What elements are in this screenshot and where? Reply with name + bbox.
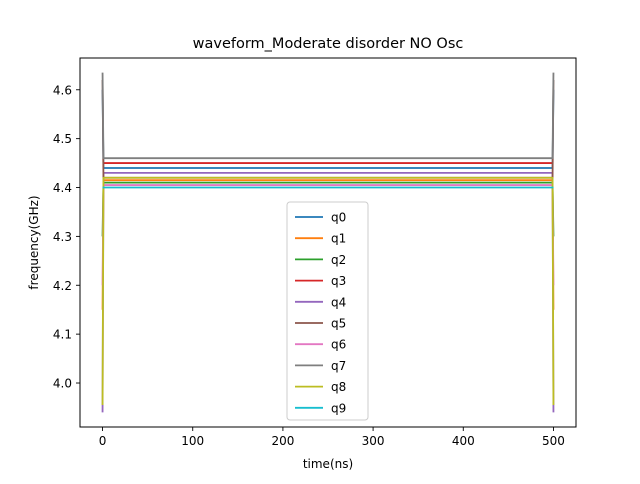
legend-label-q2: q2 [331,253,346,267]
y-tick-label: 4.1 [53,328,72,342]
y-tick-label: 4.4 [53,181,72,195]
series-layer [101,72,555,413]
x-tick-label: 100 [181,434,204,448]
legend-label-q8: q8 [331,380,346,394]
y-tick-label: 4.3 [53,230,72,244]
x-tick-label: 0 [99,434,107,448]
legend: q0 q1 q2 q3 q4 q5 q6 q7 q8 q9 [286,201,369,421]
legend-label-q1: q1 [331,232,346,246]
x-axis-ticks: 0 100 200 300 400 500 [99,427,565,448]
legend-label-q6: q6 [331,338,346,352]
legend-label-q0: q0 [331,211,346,225]
x-axis-label: time(ns) [303,457,353,471]
plot-frame [79,57,577,428]
series-line-q8 [101,176,555,406]
y-axis-label: frequency(GHz) [27,195,41,289]
y-axis-ticks: 4.0 4.1 4.2 4.3 4.4 4.5 4.6 [53,83,80,391]
x-tick-label: 500 [542,434,565,448]
x-tick-label: 300 [362,434,385,448]
y-tick-label: 4.2 [53,279,72,293]
x-tick-label: 400 [452,434,475,448]
series-line-q7 [101,72,555,160]
legend-label-q5: q5 [331,317,346,331]
legend-label-q3: q3 [331,274,346,288]
y-tick-label: 4.0 [53,377,72,391]
x-tick-label: 200 [271,434,294,448]
legend-label-q4: q4 [331,295,346,309]
y-tick-label: 4.5 [53,132,72,146]
y-tick-label: 4.6 [53,83,72,97]
legend-label-q9: q9 [331,401,346,415]
chart-title: waveform_Moderate disorder NO Osc [193,36,464,52]
legend-label-q7: q7 [331,359,346,373]
